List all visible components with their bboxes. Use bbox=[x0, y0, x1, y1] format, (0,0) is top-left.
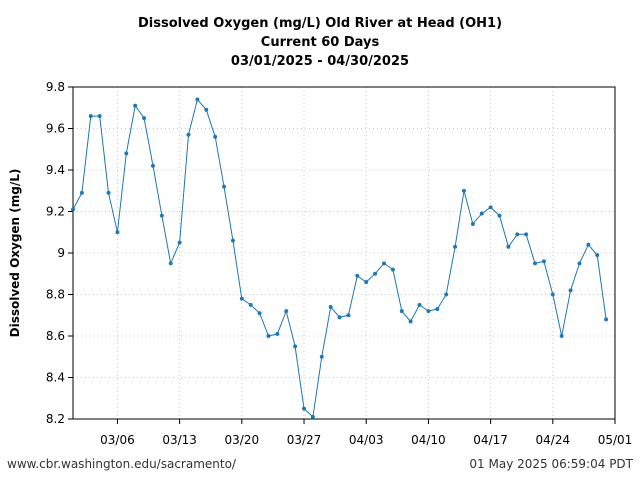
data-point bbox=[550, 292, 555, 297]
data-point bbox=[577, 261, 582, 266]
data-point bbox=[532, 261, 538, 266]
footer-url: www.cbr.washington.edu/sacramento/ bbox=[7, 457, 236, 471]
y-tick-label: 9.4 bbox=[46, 163, 65, 177]
data-point bbox=[213, 134, 218, 139]
y-tick-label: 8.8 bbox=[46, 288, 65, 302]
x-tick-label: 03/13 bbox=[162, 433, 197, 447]
data-point bbox=[390, 267, 395, 272]
data-point bbox=[479, 211, 484, 216]
data-point bbox=[133, 103, 138, 108]
data-point bbox=[568, 288, 573, 293]
data-point bbox=[497, 213, 502, 218]
data-point bbox=[275, 331, 280, 336]
data-point bbox=[506, 244, 511, 249]
data-point bbox=[319, 354, 324, 359]
data-point bbox=[124, 151, 129, 156]
data-point bbox=[195, 97, 200, 102]
data-point bbox=[604, 317, 609, 322]
x-tick-label: 04/03 bbox=[349, 433, 384, 447]
y-tick-label: 9.8 bbox=[46, 80, 65, 94]
footer-timestamp: 01 May 2025 06:59:04 PDT bbox=[469, 457, 633, 471]
data-point bbox=[230, 238, 235, 243]
data-point bbox=[470, 221, 475, 226]
x-tick-label: 04/24 bbox=[536, 433, 571, 447]
data-point bbox=[248, 302, 253, 307]
data-point bbox=[159, 213, 164, 218]
series-line bbox=[72, 98, 607, 418]
tick-labels: 8.2 8.4 8.6 8.8 9 9.2 9.4 9.6 9.8 03/06 03/13 03/20… bbox=[46, 80, 632, 447]
data-point bbox=[586, 242, 591, 247]
data-point bbox=[426, 309, 431, 314]
data-point bbox=[88, 114, 93, 119]
data-point bbox=[435, 306, 440, 312]
data-point bbox=[106, 190, 111, 195]
x-tick-label: 03/27 bbox=[287, 433, 322, 447]
data-point bbox=[453, 244, 458, 249]
chart-subtitle: Current 60 Days bbox=[260, 35, 380, 50]
data-point bbox=[444, 292, 449, 297]
data-point bbox=[515, 232, 520, 237]
data-point bbox=[364, 280, 369, 285]
data-point bbox=[559, 333, 564, 339]
chart-title: Dissolved Oxygen (mg/L) Old River at Hea… bbox=[137, 16, 503, 31]
data-point bbox=[417, 302, 422, 307]
data-point bbox=[97, 114, 102, 119]
data-point bbox=[186, 132, 191, 137]
y-tick-label: 9.6 bbox=[46, 122, 65, 136]
data-point bbox=[373, 271, 378, 276]
data-point bbox=[381, 261, 387, 266]
y-tick-label: 9 bbox=[57, 246, 65, 260]
x-tick-label: 05/01 bbox=[598, 433, 633, 447]
data-point bbox=[595, 253, 600, 258]
data-point bbox=[221, 184, 227, 189]
data-point bbox=[266, 333, 271, 339]
data-point bbox=[408, 319, 413, 324]
data-point bbox=[142, 116, 147, 121]
data-point bbox=[70, 207, 76, 212]
y-tick-label: 8.2 bbox=[46, 412, 65, 426]
data-point bbox=[257, 311, 262, 316]
data-point bbox=[461, 188, 467, 193]
x-tick-label: 03/06 bbox=[100, 433, 135, 447]
data-point bbox=[488, 205, 493, 210]
data-point bbox=[541, 259, 546, 264]
data-point bbox=[150, 163, 156, 168]
data-point bbox=[337, 315, 342, 320]
data-point bbox=[79, 190, 84, 195]
y-tick-label: 8.6 bbox=[46, 329, 65, 343]
data-point bbox=[284, 309, 289, 314]
data-point bbox=[310, 414, 315, 419]
grid-lines bbox=[73, 86, 616, 420]
y-axis-label: Dissolved Oxygen (mg/L) bbox=[8, 169, 22, 338]
data-point bbox=[355, 273, 360, 278]
data-point bbox=[346, 313, 351, 318]
y-tick-label: 8.4 bbox=[46, 371, 65, 385]
data-point bbox=[204, 107, 209, 112]
data-point bbox=[524, 232, 529, 237]
data-point bbox=[301, 406, 307, 411]
x-tick-label: 04/17 bbox=[473, 433, 508, 447]
data-point bbox=[168, 261, 173, 266]
chart-date-range: 03/01/2025 - 04/30/2025 bbox=[230, 54, 410, 69]
data-point bbox=[328, 304, 333, 310]
data-point bbox=[177, 240, 182, 245]
data-point bbox=[293, 344, 298, 349]
data-point bbox=[399, 309, 404, 314]
x-tick-label: 03/20 bbox=[225, 433, 260, 447]
data-point bbox=[115, 230, 120, 235]
y-tick-label: 9.2 bbox=[46, 205, 65, 219]
data-point bbox=[239, 296, 244, 301]
x-tick-label: 04/10 bbox=[411, 433, 446, 447]
data-series bbox=[70, 97, 609, 419]
axes bbox=[68, 86, 616, 424]
plot-frame bbox=[72, 86, 616, 420]
